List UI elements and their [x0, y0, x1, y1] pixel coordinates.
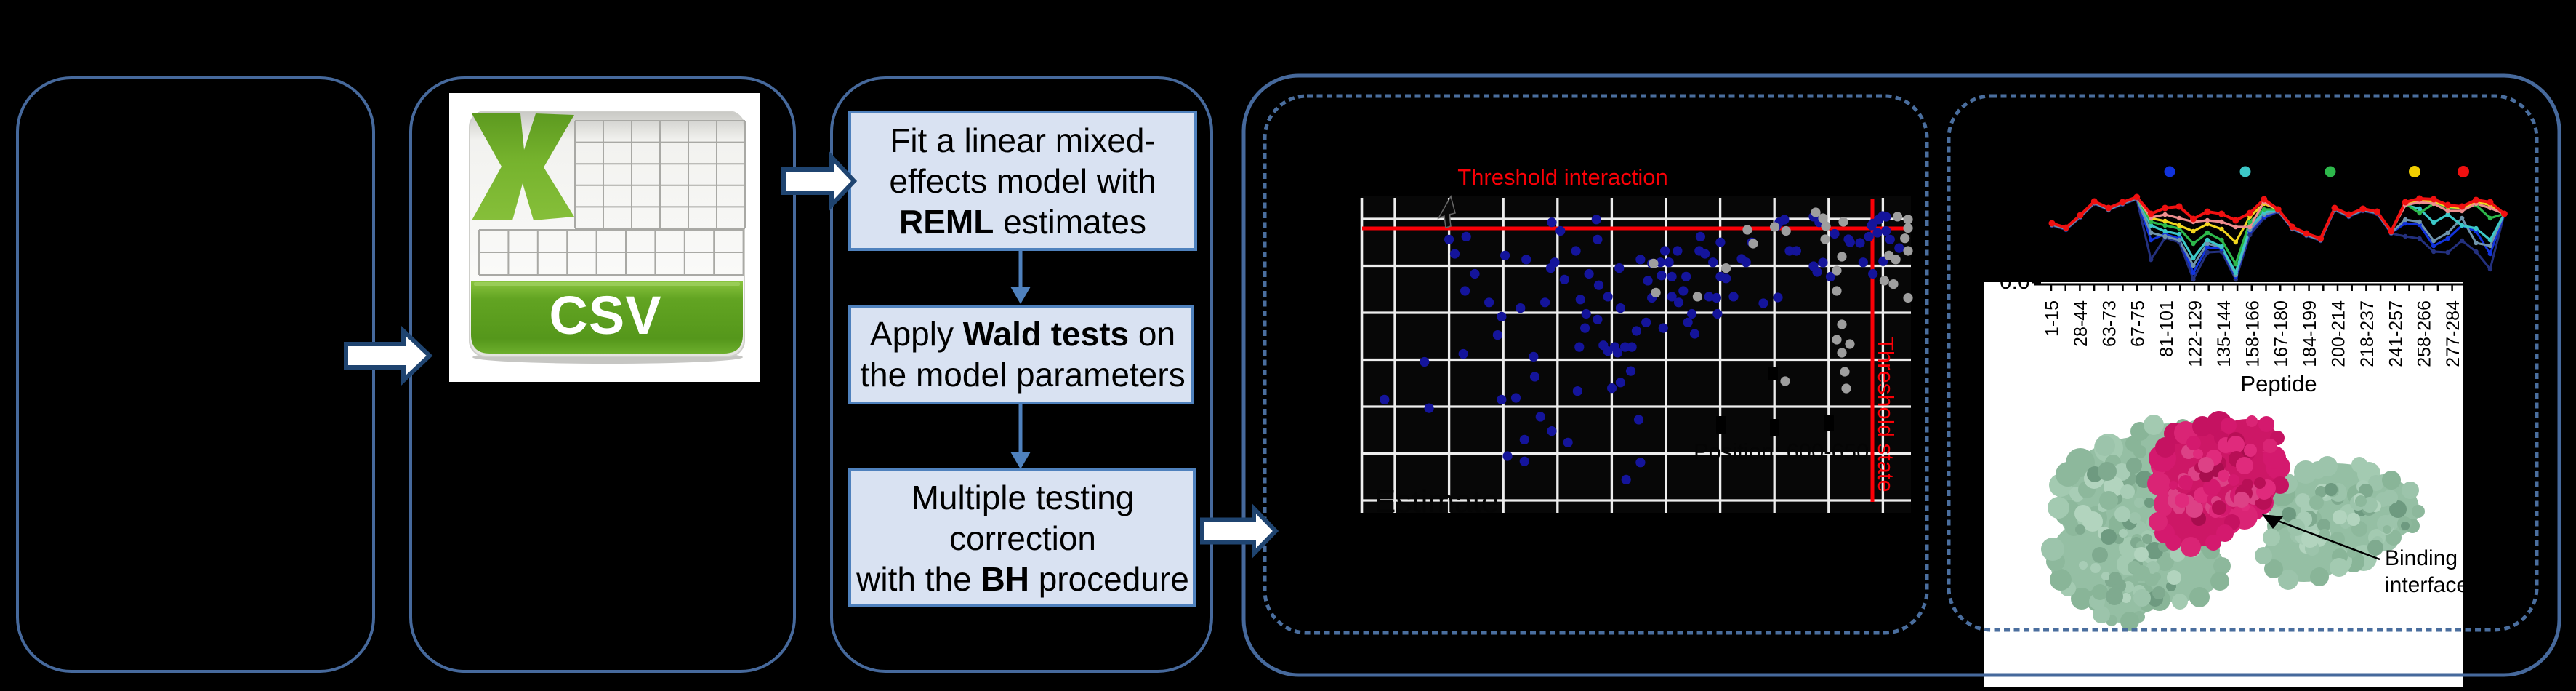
svg-text:Estimate: Estimate — [1374, 484, 1499, 519]
svg-text:Position: 600-650: Position: 600-650 — [1694, 439, 1869, 464]
svg-text:63-73: 63-73 — [2099, 300, 2120, 347]
svg-text:184-199: 184-199 — [2300, 300, 2320, 367]
svg-text:REML estimates: REML estimates — [899, 203, 1146, 241]
svg-text:0.0: 0.0 — [2000, 270, 2030, 294]
svg-text:effects model with: effects model with — [889, 162, 1156, 200]
svg-text:28-44: 28-44 — [2071, 300, 2091, 347]
svg-text:67-75: 67-75 — [2128, 300, 2149, 347]
svg-text:200-214: 200-214 — [2329, 300, 2349, 367]
svg-text:158-166: 158-166 — [2242, 300, 2263, 367]
svg-text:81-101: 81-101 — [2157, 300, 2177, 357]
svg-text:167-180: 167-180 — [2271, 300, 2292, 367]
svg-text:Threshold state: Threshold state — [1873, 337, 1899, 492]
svg-text:Binding: Binding — [2385, 546, 2458, 570]
svg-text:Threshold interaction: Threshold interaction — [1457, 164, 1668, 190]
svg-text:122-129: 122-129 — [2186, 300, 2206, 367]
svg-text:interface: interface — [2385, 573, 2468, 597]
svg-text:135-144: 135-144 — [2214, 300, 2234, 367]
svg-text:correction: correction — [949, 519, 1096, 557]
svg-text:CSV: CSV — [549, 285, 661, 346]
svg-text:with the BH procedure: with the BH procedure — [856, 560, 1189, 598]
svg-text:Fit a linear mixed-: Fit a linear mixed- — [890, 121, 1156, 159]
svg-text:the model parameters: the model parameters — [860, 356, 1185, 394]
svg-text:1-15: 1-15 — [2042, 300, 2063, 337]
svg-text:218-237: 218-237 — [2357, 300, 2378, 367]
svg-text:Peptide: Peptide — [2240, 371, 2317, 396]
svg-text:258-266: 258-266 — [2415, 300, 2435, 367]
svg-text:Multiple testing: Multiple testing — [911, 479, 1135, 516]
svg-text:277-284: 277-284 — [2443, 300, 2463, 367]
svg-text:Apply Wald tests on: Apply Wald tests on — [870, 315, 1175, 353]
svg-text:241-257: 241-257 — [2386, 300, 2406, 367]
